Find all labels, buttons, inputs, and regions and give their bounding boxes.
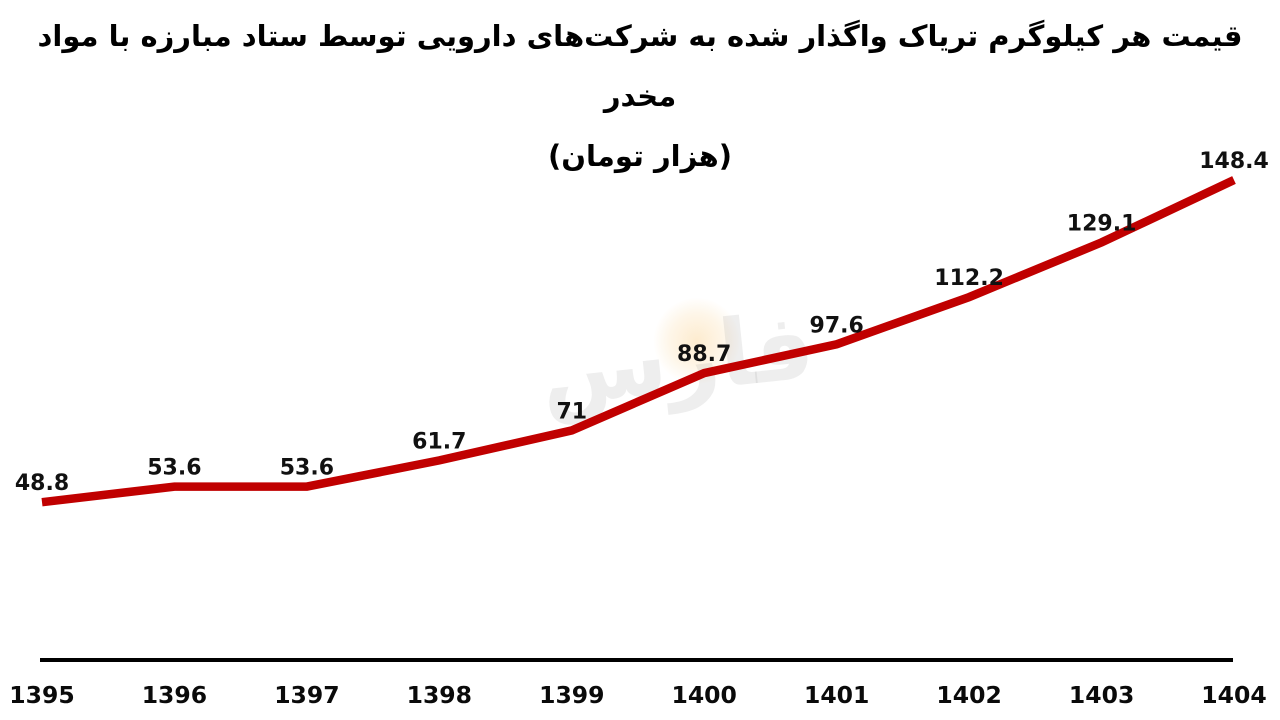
chart-title-line1: قیمت هر کیلوگرم تریاک واگذار شده به شرکت…	[37, 19, 1243, 113]
x-tick-label: 1401	[804, 681, 869, 709]
data-point-label: 53.6	[147, 456, 201, 481]
x-tick-label: 1402	[936, 681, 1001, 709]
x-tick-label: 1398	[407, 681, 472, 709]
chart-title: قیمت هر کیلوگرم تریاک واگذار شده به شرکت…	[0, 6, 1280, 186]
data-point-label: 71	[556, 399, 587, 424]
x-tick-label: 1403	[1069, 681, 1134, 709]
x-tick-label: 1396	[142, 681, 207, 709]
data-point-label: 53.6	[280, 456, 334, 481]
x-tick-label: 1400	[671, 681, 736, 709]
data-point-label: 61.7	[412, 429, 466, 454]
x-tick-label: 1399	[539, 681, 604, 709]
x-tick-label: 1404	[1201, 681, 1266, 709]
price-line-series	[41, 176, 1236, 507]
data-point-label: 48.8	[15, 471, 69, 496]
line-chart: 48.8 53.6 53.6 61.7 71 88.7 97.6 112.2 129.1 148.…	[9, 149, 1269, 709]
data-point-label: 129.1	[1067, 211, 1137, 236]
data-point-label: 112.2	[934, 266, 1004, 291]
x-tick-label: 1395	[9, 681, 74, 709]
x-tick-label: 1397	[274, 681, 339, 709]
chart-title-line2: (هزار تومان)	[547, 139, 733, 173]
data-point-label: 148.4	[1199, 149, 1269, 174]
data-point-label: 88.7	[677, 342, 731, 367]
data-point-label: 97.6	[810, 313, 864, 338]
